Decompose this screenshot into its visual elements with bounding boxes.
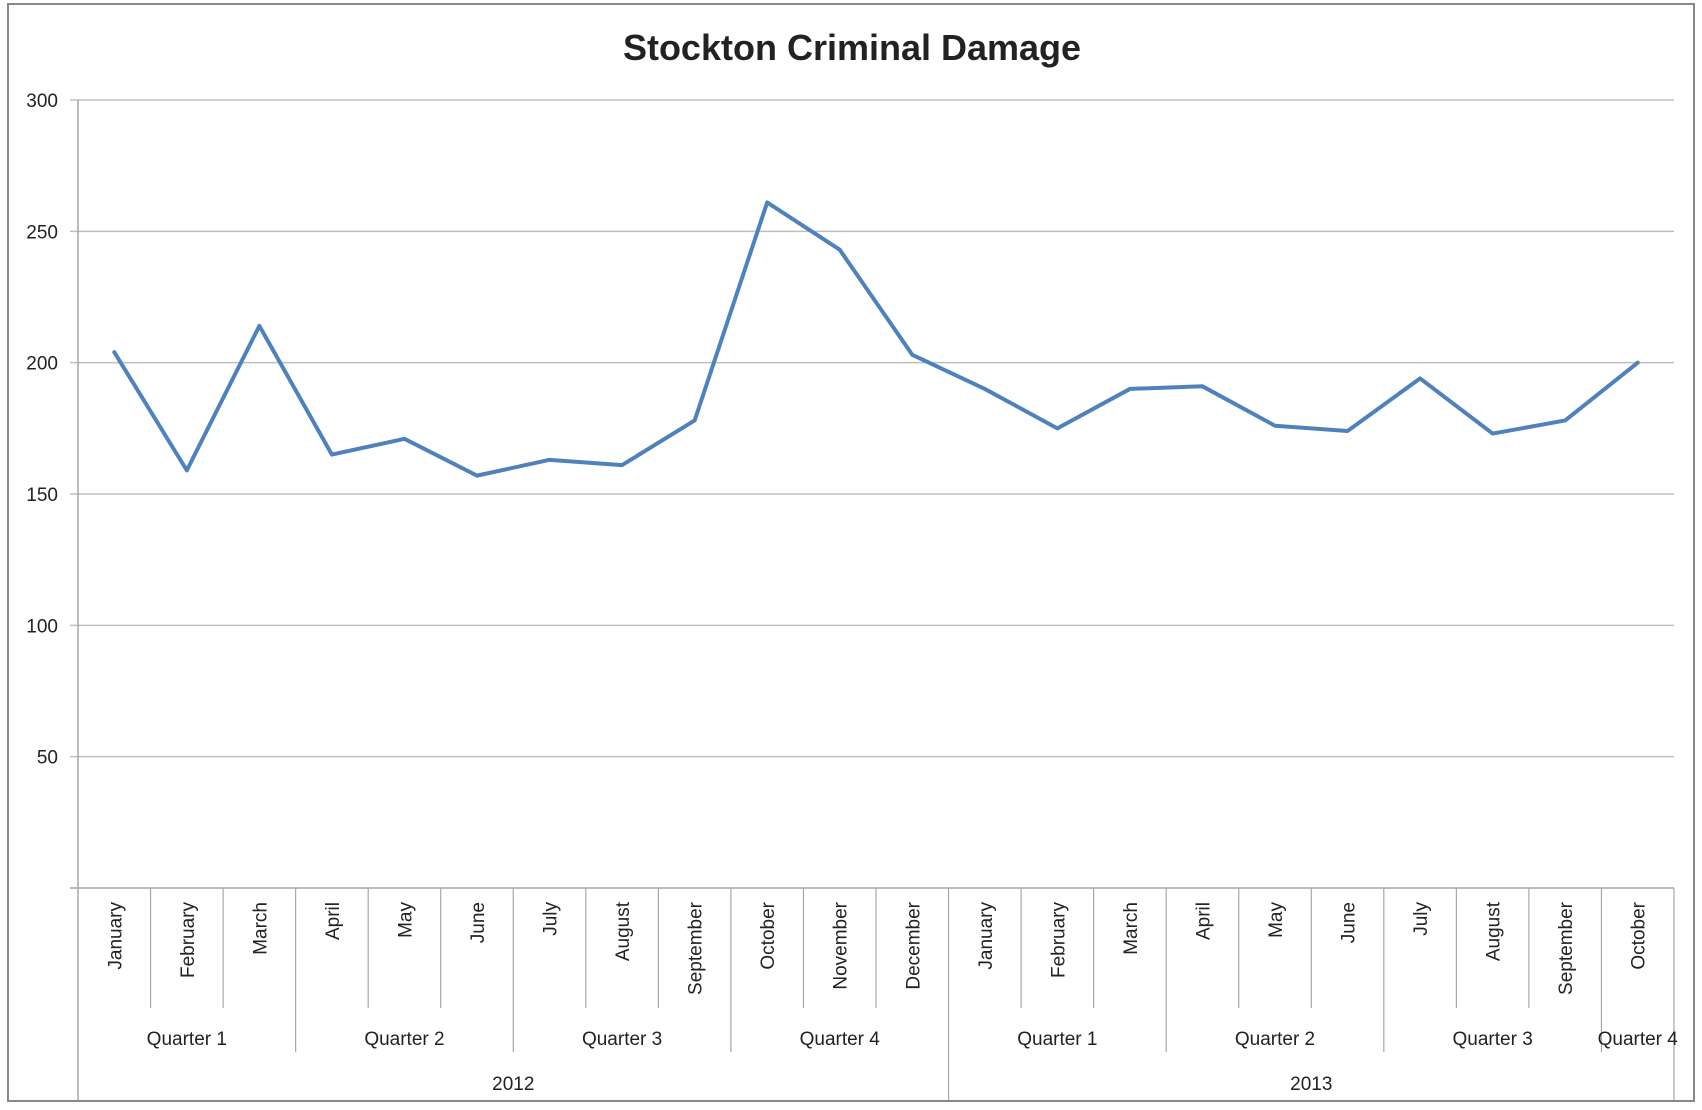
x-tick-label-month: July xyxy=(541,902,562,936)
x-tick-label-month: March xyxy=(250,902,271,955)
x-tick-label-month: March xyxy=(1121,902,1142,955)
y-tick-label-250: 250 xyxy=(26,222,58,243)
x-tick-label-month: October xyxy=(758,901,779,969)
x-tick-label-month: May xyxy=(395,902,416,938)
x-tick-label-quarter: Quarter 4 xyxy=(800,1029,881,1050)
x-tick-label-quarter: Quarter 1 xyxy=(147,1029,227,1050)
x-tick-label-month: May xyxy=(1266,902,1287,938)
x-tick-label-month: November xyxy=(831,901,852,989)
x-tick-label-month: April xyxy=(323,902,344,940)
x-tick-label-month: February xyxy=(1048,902,1069,979)
y-tick-label-150: 150 xyxy=(26,485,58,506)
x-tick-label-quarter: Quarter 3 xyxy=(582,1029,662,1050)
y-tick-label-300: 300 xyxy=(26,91,58,112)
x-tick-label-year: 2012 xyxy=(492,1074,534,1095)
x-tick-label-month: August xyxy=(613,901,634,961)
y-tick-label-200: 200 xyxy=(26,354,58,375)
x-tick-label-month: August xyxy=(1484,901,1505,961)
x-tick-label-quarter: Quarter 1 xyxy=(1017,1029,1097,1050)
x-tick-label-month: October xyxy=(1629,901,1650,969)
x-tick-label-quarter: Quarter 2 xyxy=(1235,1029,1315,1050)
x-tick-label-month: June xyxy=(1339,902,1360,943)
x-tick-label-month: April xyxy=(1193,902,1214,940)
chart-title: Stockton Criminal Damage xyxy=(623,27,1081,68)
x-tick-label-month: January xyxy=(105,902,126,970)
x-tick-label-month: December xyxy=(903,901,924,989)
x-tick-label-month: July xyxy=(1411,902,1432,936)
x-tick-label-year: 2013 xyxy=(1290,1074,1332,1095)
y-tick-label-100: 100 xyxy=(26,616,58,637)
x-tick-label-quarter: Quarter 4 xyxy=(1598,1029,1679,1050)
x-tick-label-month: September xyxy=(1556,901,1577,995)
x-tick-label-month: February xyxy=(178,902,199,979)
x-tick-label-month: June xyxy=(468,902,489,943)
x-tick-label-month: September xyxy=(686,901,707,995)
x-tick-label-quarter: Quarter 2 xyxy=(364,1029,444,1050)
x-tick-label-month: January xyxy=(976,902,997,970)
y-tick-label-50: 50 xyxy=(37,748,58,769)
x-tick-label-quarter: Quarter 3 xyxy=(1453,1029,1533,1050)
